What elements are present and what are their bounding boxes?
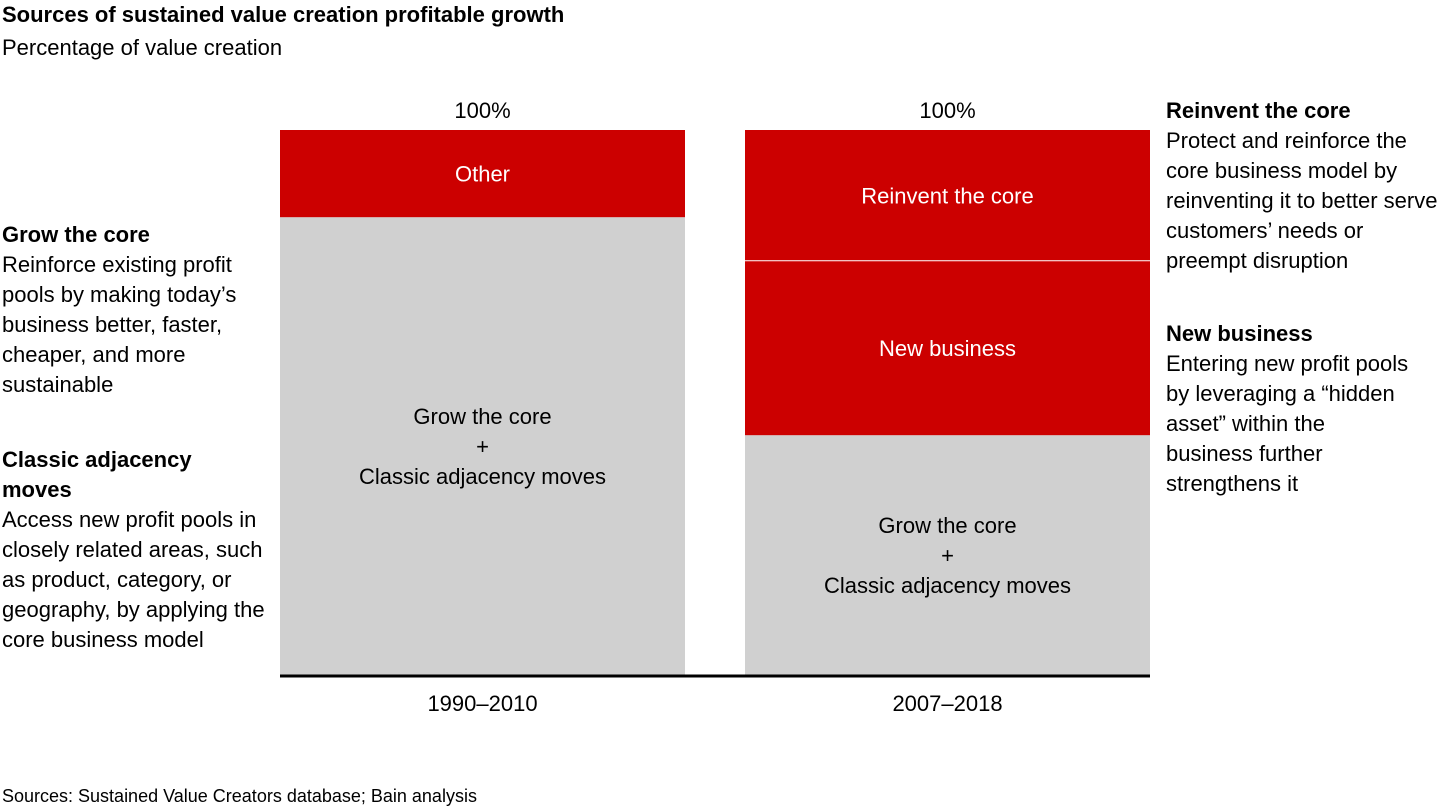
note-heading: Classic adjacency moves <box>2 447 192 502</box>
note-heading: Reinvent the core <box>1166 98 1351 123</box>
note-heading: Grow the core <box>2 222 150 247</box>
bar-segment <box>280 217 685 675</box>
segment-label: + <box>476 434 489 459</box>
bar-segment <box>280 130 685 218</box>
source-note: Sources: Sustained Value Creators databa… <box>2 786 477 806</box>
note-body: Access new profit pools in closely relat… <box>2 507 265 652</box>
note-adjacency: Classic adjacency moves Access new profi… <box>2 445 265 655</box>
x-tick-label: 1990–2010 <box>427 691 537 716</box>
segment-label: New business <box>879 336 1016 361</box>
x-tick-label: 2007–2018 <box>892 691 1002 716</box>
total-label: 100% <box>919 98 975 123</box>
note-body: Reinforce existing profit pools by makin… <box>2 252 237 397</box>
bar-segment <box>745 130 1150 261</box>
bar-segment <box>745 260 1150 436</box>
note-grow-core: Grow the core Reinforce existing profit … <box>2 220 287 400</box>
chart-title: Sources of sustained value creation prof… <box>2 2 565 27</box>
note-heading: New business <box>1166 321 1313 346</box>
note-body: Protect and reinforce the core business … <box>1166 128 1438 273</box>
note-body: Entering new profit pools by leveraging … <box>1166 351 1409 496</box>
segment-label: + <box>941 543 954 568</box>
segment-label: Classic adjacency moves <box>359 464 606 489</box>
segment-label: Grow the core <box>878 513 1016 538</box>
segment-label: Classic adjacency moves <box>824 573 1071 598</box>
chart-subtitle: Percentage of value creation <box>2 35 283 60</box>
total-label: 100% <box>454 98 510 123</box>
note-reinvent: Reinvent the core Protect and reinforce … <box>1166 96 1440 276</box>
segment-label: Reinvent the core <box>861 183 1033 208</box>
segment-label: Grow the core <box>413 404 551 429</box>
segment-label: Other <box>455 162 510 187</box>
bar-segment <box>745 435 1150 675</box>
note-new-business: New business Entering new profit pools b… <box>1166 319 1416 499</box>
